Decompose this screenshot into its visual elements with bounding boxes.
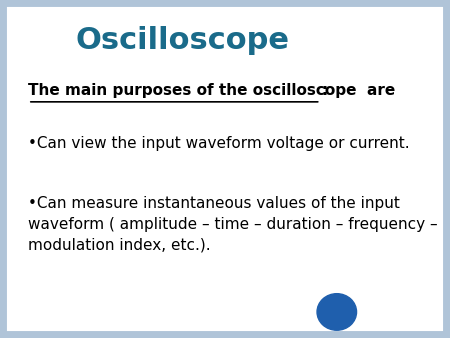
Text: :: : (322, 82, 328, 98)
Circle shape (317, 294, 356, 330)
Text: •Can measure instantaneous values of the input
waveform ( amplitude – time – dur: •Can measure instantaneous values of the… (28, 196, 437, 252)
Text: The main purposes of the oscilloscope  are: The main purposes of the oscilloscope ar… (28, 82, 395, 98)
Text: •Can view the input waveform voltage or current.: •Can view the input waveform voltage or … (28, 136, 410, 151)
Text: Oscilloscope: Oscilloscope (75, 26, 289, 55)
